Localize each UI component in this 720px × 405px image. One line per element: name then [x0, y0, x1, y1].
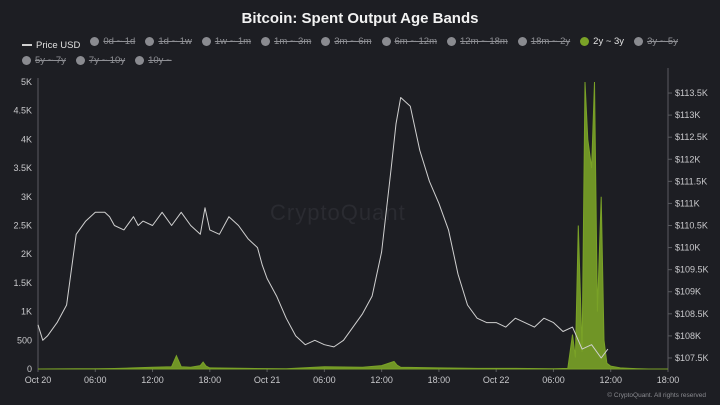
y-right-tick-label: $109K [675, 287, 701, 297]
x-axis: Oct 20 06:00 12:00 18:00 Oct 21 06:00 12:00 18:… [25, 368, 680, 385]
legend-marker [135, 55, 145, 65]
legend-label: 6m ~ 12m [394, 36, 438, 47]
x-tick-label: Oct 22 [483, 375, 510, 385]
legend-marker [517, 37, 527, 46]
x-tick-label: 12:00 [370, 375, 393, 385]
legend-label: 10y ~ [148, 54, 172, 66]
y-left-tick-label: 4.5K [13, 106, 32, 116]
legend-marker [580, 37, 590, 46]
legend-item-6[interactable]: 6m ~ 12m [381, 34, 438, 49]
y-left-tick-label: 4K [21, 134, 32, 144]
legend-marker [75, 55, 85, 65]
legend-item-7[interactable]: 12m ~ 18m [447, 34, 508, 49]
x-tick-label: 06:00 [84, 375, 107, 385]
legend-label: Price USD [36, 39, 81, 51]
series-2y-3y [37, 81, 668, 370]
y-right-tick-label: $112.5K [675, 132, 708, 142]
y-left-tick-label: 5K [21, 77, 32, 87]
legend-item-10[interactable]: 3y ~ 5y [634, 34, 678, 49]
legend-label: 2y ~ 3y [593, 36, 625, 47]
legend-marker [447, 37, 457, 46]
legend-item-9[interactable]: 2y ~ 3y [580, 34, 624, 49]
legend-item-1[interactable]: 0d ~ 1d [90, 34, 135, 49]
left-axis: 0 500 1K 1.5K 2K 2.5K 3K 3.5K 4K 4.5K 5K [13, 77, 39, 374]
legend-label: 3m ~ 6m [334, 36, 372, 47]
y-right-tick-label: $113.5K [675, 88, 708, 98]
legend-label: 1w ~ 1m [214, 36, 252, 47]
legend-label: 1d ~ 1w [158, 36, 192, 47]
legend-item-0[interactable]: Price USD [22, 38, 80, 53]
legend-label: 12m ~ 18m [460, 36, 508, 47]
watermark: CryptoQuant [270, 200, 406, 225]
y-left-tick-label: 0 [27, 364, 32, 374]
legend-item-12[interactable]: 7y ~ 10y [75, 53, 126, 68]
series-price [37, 97, 609, 359]
legend-item-3[interactable]: 1w ~ 1m [201, 34, 252, 49]
price-line [37, 97, 609, 359]
legend-label: 0d ~ 1d [103, 36, 136, 47]
legend-label: 3y ~ 5y [647, 36, 678, 47]
legend-marker [261, 37, 271, 46]
legend-label: 5y ~ 7y [35, 54, 66, 66]
y-left-tick-label: 2.5K [13, 221, 32, 231]
x-tick-label: 06:00 [313, 375, 336, 385]
y-left-tick-label: 1.5K [13, 278, 32, 288]
y-right-tick-label: $109.5K [675, 265, 709, 275]
x-tick-label: 12:00 [141, 375, 164, 385]
y-right-tick-label: $110.5K [675, 221, 708, 231]
legend-item-4[interactable]: 1m ~ 3m [261, 34, 311, 49]
y-right-tick-label: $108K [675, 331, 701, 341]
y-right-tick-label: $112K [675, 154, 700, 164]
y-right-tick-label: $111.5K [675, 176, 707, 186]
y-left-tick-label: 3K [21, 192, 32, 202]
legend-label: 18m ~ 2y [530, 36, 571, 47]
legend-item-8[interactable]: 18m ~ 2y [517, 34, 571, 49]
legend-item-5[interactable]: 3m ~ 6m [321, 34, 372, 49]
series-area-2y-3y [37, 81, 668, 370]
y-left-tick-label: 500 [17, 335, 32, 345]
x-tick-label: 12:00 [599, 375, 622, 385]
chart-title: Bitcoin: Spent Output Age Bands [241, 10, 479, 27]
legend-marker [22, 44, 32, 46]
legend-marker [321, 37, 331, 46]
x-tick-label: Oct 21 [254, 375, 281, 385]
legend-item-13[interactable]: 10y ~ [135, 53, 172, 68]
legend-marker [381, 37, 391, 46]
copyright-credit: © CryptoQuant. All rights reserved [607, 392, 706, 399]
legend-label: 1m ~ 3m [274, 36, 312, 47]
y-right-tick-label: $110K [675, 243, 700, 253]
legend-marker [201, 37, 211, 46]
y-right-tick-label: $108.5K [675, 309, 709, 319]
y-left-tick-label: 2K [21, 249, 32, 259]
legend-label: 7y ~ 10y [88, 54, 126, 66]
x-tick-label: Oct 20 [25, 375, 52, 385]
right-axis: $107.5K $108K $108.5K $109K $109.5K $110K $110… [667, 68, 709, 369]
x-tick-label: 06:00 [542, 375, 565, 385]
y-left-tick-label: 3.5K [13, 163, 32, 173]
x-tick-label: 18:00 [657, 375, 680, 385]
legend-marker [634, 37, 644, 46]
legend-item-2[interactable]: 1d ~ 1w [145, 34, 192, 49]
y-left-tick-label: 1K [21, 307, 32, 317]
x-tick-label: 18:00 [428, 375, 451, 385]
x-tick-label: 18:00 [199, 375, 222, 385]
legend-marker [145, 37, 155, 46]
chart-legend: Price USD 0d ~ 1d 1d ~ 1w 1w ~ 1m 1m ~ 3m 3m … [22, 34, 702, 70]
legend-item-11[interactable]: 5y ~ 7y [22, 53, 66, 68]
legend-marker [22, 55, 31, 65]
y-right-tick-label: $107.5K [675, 353, 709, 363]
y-right-tick-label: $113K [675, 110, 700, 120]
y-right-tick-label: $111K [675, 198, 700, 208]
legend-marker [90, 37, 100, 46]
